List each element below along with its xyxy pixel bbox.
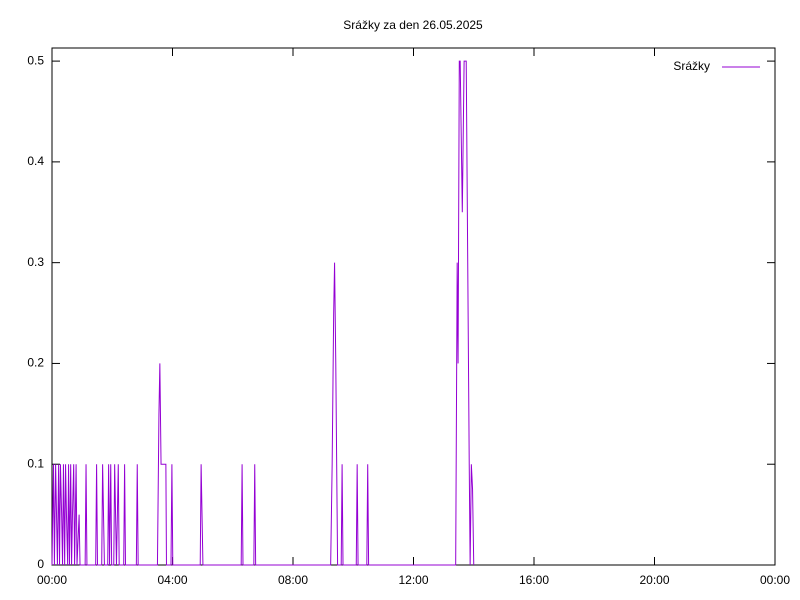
plot-frame (51, 47, 776, 566)
y-tick-label: 0.4 (27, 154, 44, 168)
y-tick-label: 0.1 (27, 456, 44, 470)
data-line (51, 60, 475, 566)
y-tick-label: 0 (37, 557, 44, 571)
x-tick-label: 20:00 (639, 573, 669, 587)
x-tick-label: 04:00 (157, 573, 187, 587)
y-tick-label: 0.2 (27, 356, 44, 370)
legend-label: Srážky (673, 59, 710, 73)
y-tick-label: 0.5 (27, 53, 44, 67)
x-tick-label: 16:00 (519, 573, 549, 587)
x-tick-label: 00:00 (760, 573, 790, 587)
chart-title: Srážky za den 26.05.2025 (343, 18, 483, 32)
x-tick-label: 12:00 (398, 573, 428, 587)
y-tick-label: 0.3 (27, 255, 44, 269)
x-tick-label: 08:00 (278, 573, 308, 587)
x-tick-label: 00:00 (37, 573, 67, 587)
